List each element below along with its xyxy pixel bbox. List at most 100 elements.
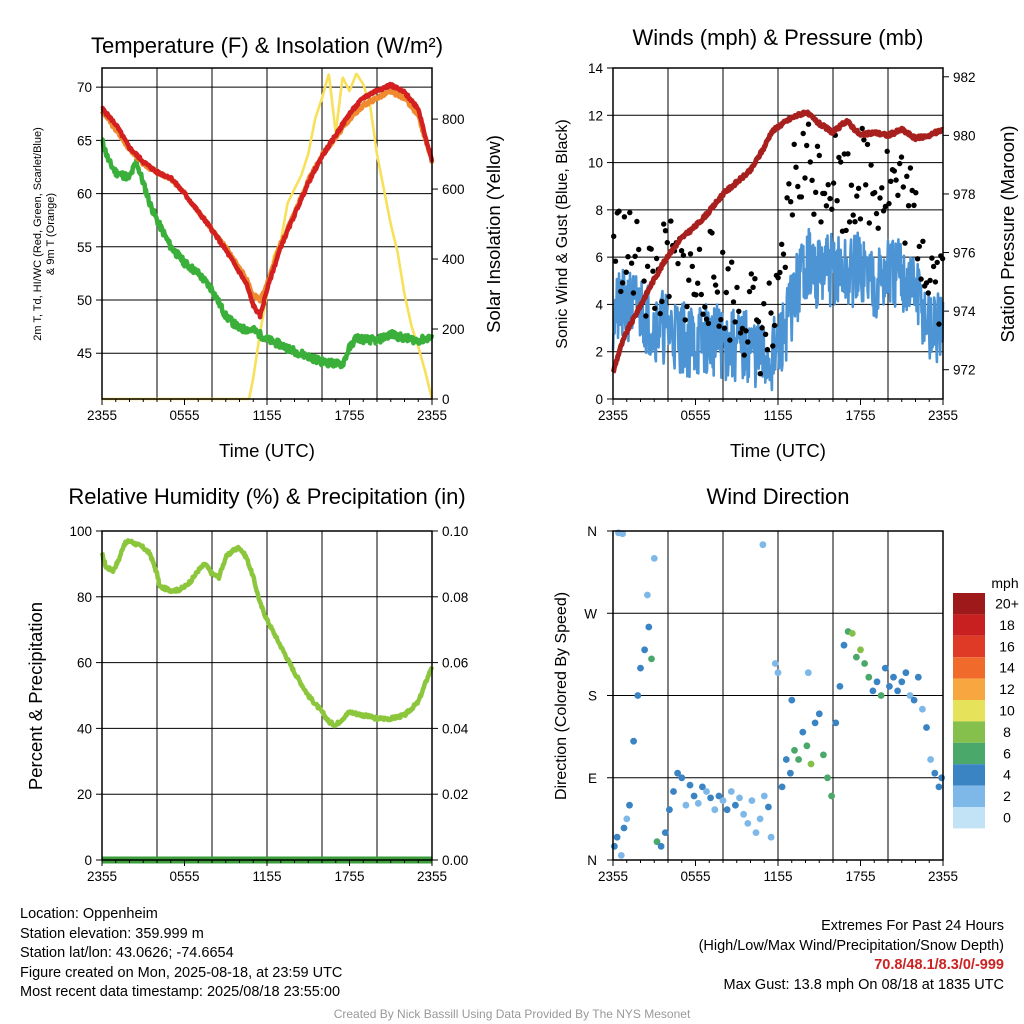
y-axis-label: & 9m T (Orange) [45,193,57,275]
colorbar-swatch [953,657,985,679]
location-text: Location: Oppenheim [20,906,158,922]
wind-direction-point [694,799,702,807]
wind-direction-point [641,646,648,654]
gust-point [848,182,855,188]
gust-point [641,278,647,284]
gust-point [793,164,799,170]
colorbar-swatch [953,614,985,636]
chart-title: Relative Humidity (%) & Precipitation (i… [68,484,465,509]
wind-direction-point [644,591,651,599]
gust-point [830,180,837,186]
gust-point [616,208,622,214]
wind-direction-point [857,646,864,654]
wind-direction-point [678,774,686,782]
gust-point [734,284,740,291]
wind-direction-point [923,724,930,731]
gust-point [764,347,771,353]
gust-point [698,291,704,298]
wind-direction-point [886,683,893,690]
gust-point [807,159,813,165]
y-axis-label-group: 2m T, Td, HI/WC (Red, Green, Scarlet/Blu… [32,127,57,341]
wind-direction-point [853,653,860,661]
gust-point [736,308,742,314]
extremes-info: Extremes For Past 24 Hours (High/Low/Max… [699,917,1004,995]
wind-direction-point [873,678,881,686]
gust-point [652,305,658,311]
panel-3-grid [101,531,433,860]
gust-point [723,289,729,296]
gust-point [712,282,719,288]
colorbar-swatch [953,764,985,786]
gust-point [855,185,862,191]
wind-direction-point [760,792,768,800]
y2-tick-label: 976 [953,246,976,261]
gust-point [802,175,808,181]
wind-direction-point [699,783,706,791]
wind-direction-point [686,781,694,789]
y-tick-label: W [584,606,597,621]
wind-direction-point [914,673,922,681]
wind-direction-point [902,669,910,677]
gust-point [666,293,672,300]
gust-point [632,253,638,259]
wind-direction-point [617,852,625,859]
y-tick-label: 6 [595,250,603,265]
gust-point [759,325,765,331]
gust-point [827,195,833,202]
y2-tick-label: 980 [953,128,976,143]
gust-point [714,289,721,295]
gust-point [930,263,937,270]
x-tick-label: 2355 [928,869,958,884]
gust-point [648,246,654,252]
gust-point [661,221,667,227]
gust-point [625,254,631,260]
x-tick-label: 2355 [417,869,447,884]
gust-point [800,130,806,137]
gust-point [627,209,633,216]
wind-direction-point [820,751,827,759]
gust-point [845,151,851,157]
gust-point [884,148,890,154]
wind-direction-point [715,792,723,800]
created-text: Figure created on Mon, 2025-08-18, at 23… [20,964,343,981]
colorbar-swatch [953,593,985,615]
gust-point [798,194,805,200]
gust-point [814,143,821,149]
gust-point [657,310,663,317]
latlon-text: Station lat/lon: 43.0626; -74.6654 [20,945,234,961]
gust-point [898,154,905,160]
gust-point [720,249,726,255]
gust-point [780,251,787,257]
wind-direction-point [811,719,819,727]
gust-point [838,159,844,165]
series-station-pressure [610,109,945,374]
y-tick-label: N [587,853,597,868]
y-tick-label: 0 [595,392,603,407]
x-tick-label: 1755 [334,869,364,884]
chart-title: Wind Direction [706,484,849,509]
y2-tick-label: 800 [442,112,465,127]
gust-point [662,228,669,234]
gust-point [650,268,656,274]
gust-point [829,206,835,212]
wind-direction-point [744,820,752,827]
wind-direction-point [836,683,844,690]
y2-tick-label: 0.10 [442,524,468,539]
gust-point [636,246,642,253]
gust-point [897,160,903,167]
wind-direction-point [774,669,782,677]
gust-point [737,330,744,336]
y-tick-label: S [588,689,597,704]
extremes-title: Extremes For Past 24 Hours [821,918,1004,934]
gust-point [880,208,887,214]
gust-point [861,137,867,143]
gust-point [716,323,722,329]
wind-direction-point [771,660,779,667]
wind-direction-point [653,838,661,846]
gust-point [721,325,728,331]
extremes-values: 70.8/48.1/8.3/0/-999 [874,957,1004,973]
wind-direction-point [630,737,637,745]
gust-point [929,255,935,261]
wind-direction-point [927,756,934,763]
y2-tick-label: 978 [953,187,976,202]
